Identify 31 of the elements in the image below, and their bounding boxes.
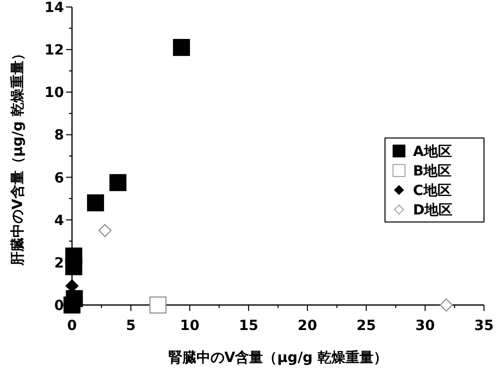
y-tick-label: 8 xyxy=(54,128,64,144)
x-tick-label: 15 xyxy=(238,318,258,334)
x-tick-label: 10 xyxy=(180,318,200,334)
y-tick-label: 4 xyxy=(54,212,64,229)
y-tick-label: 2 xyxy=(54,255,64,272)
point xyxy=(64,296,80,314)
y-tick-label: 12 xyxy=(44,42,64,59)
x-tick-label: 0 xyxy=(67,318,78,334)
legend-label: C地区 xyxy=(413,183,452,199)
x-tick-label: 35 xyxy=(474,318,494,334)
y-tick-label: 14 xyxy=(44,0,64,16)
point xyxy=(65,258,82,276)
legend-label: B地区 xyxy=(413,164,452,180)
point xyxy=(109,174,126,192)
point xyxy=(440,298,453,312)
y-axis-title: 肝臓中のV含量（μg/g 乾燥重量） xyxy=(10,46,26,267)
x-tick-label: 30 xyxy=(415,318,436,334)
x-tick-label: 20 xyxy=(298,318,318,334)
x-tick-label: 25 xyxy=(356,318,376,334)
x-axis-title: 腎臓中のV含量（μg/g 乾燥重量） xyxy=(168,350,388,366)
y-tick-label: 6 xyxy=(54,170,64,186)
point xyxy=(87,194,104,212)
x-tick-label: 5 xyxy=(126,318,136,334)
point xyxy=(98,224,112,237)
point xyxy=(149,296,166,314)
legend-label: A地区 xyxy=(413,144,452,160)
point xyxy=(66,279,78,292)
point xyxy=(172,38,190,56)
y-tick-label: 10 xyxy=(44,85,64,102)
y-tick-label: 0 xyxy=(54,298,64,314)
legend-label: D地区 xyxy=(413,202,453,218)
